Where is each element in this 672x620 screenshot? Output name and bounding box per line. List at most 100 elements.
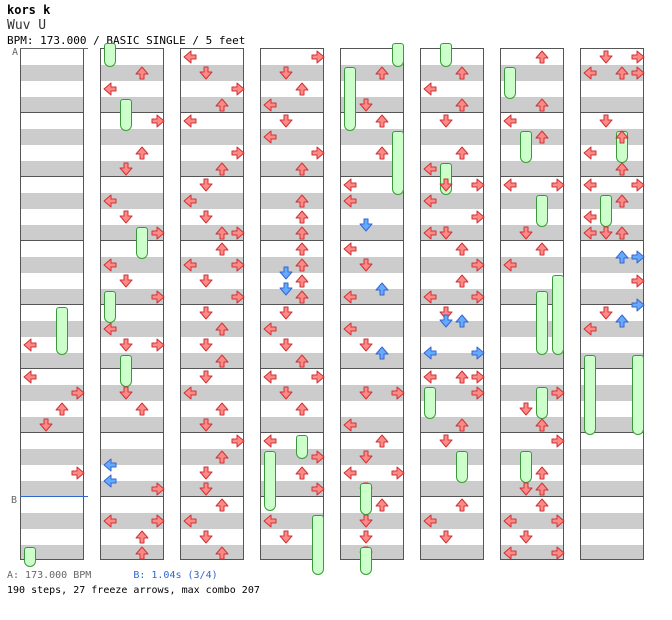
freeze-arrow — [264, 451, 276, 511]
arrow-up-icon — [375, 498, 389, 512]
arrow-down-icon — [439, 306, 453, 320]
arrow-left-icon — [343, 466, 357, 480]
arrow-right-icon — [311, 146, 325, 160]
arrow-left-icon — [503, 114, 517, 128]
measure-line — [101, 112, 163, 113]
arrow-up-icon — [295, 258, 309, 272]
arrow-up-icon — [455, 242, 469, 256]
arrow-left-icon — [263, 130, 277, 144]
arrow-left-icon — [583, 210, 597, 224]
arrow-left-icon — [103, 514, 117, 528]
freeze-arrow — [424, 387, 436, 419]
measure-line — [261, 176, 323, 177]
measure-line — [21, 240, 83, 241]
freeze-arrow — [440, 43, 452, 67]
measure-line — [181, 240, 243, 241]
arrow-up-icon — [55, 402, 69, 416]
arrow-right-icon — [631, 66, 645, 80]
chart-column-8 — [580, 48, 645, 560]
arrow-left-icon — [23, 370, 37, 384]
arrow-right-icon — [551, 546, 565, 560]
arrow-up-icon — [135, 546, 149, 560]
arrow-left-icon — [103, 322, 117, 336]
measure-line — [181, 496, 243, 497]
arrow-up-icon — [535, 98, 549, 112]
freeze-arrow — [392, 43, 404, 67]
arrow-down-icon — [199, 466, 213, 480]
arrow-right-icon — [231, 434, 245, 448]
arrow-up-icon — [295, 290, 309, 304]
arrow-right-icon — [471, 346, 485, 360]
arrow-up-icon — [455, 146, 469, 160]
measure-line — [501, 176, 563, 177]
arrow-left-icon — [263, 98, 277, 112]
measure-line — [261, 496, 323, 497]
arrow-down-icon — [119, 210, 133, 224]
arrow-up-icon — [215, 402, 229, 416]
arrow-up-icon — [535, 418, 549, 432]
measure-line — [101, 432, 163, 433]
arrow-down-icon — [279, 386, 293, 400]
arrow-down-icon — [199, 178, 213, 192]
arrow-down-icon — [199, 370, 213, 384]
arrow-up-icon — [375, 66, 389, 80]
marker-a-label: A — [12, 47, 19, 58]
arrow-left-icon — [263, 514, 277, 528]
measure-line — [581, 496, 643, 497]
arrow-up-icon — [615, 314, 629, 328]
arrow-up-icon — [295, 402, 309, 416]
arrow-left-icon — [503, 514, 517, 528]
arrow-left-icon — [503, 546, 517, 560]
arrow-down-icon — [279, 530, 293, 544]
marker-b-line — [20, 496, 88, 497]
arrow-right-icon — [471, 370, 485, 384]
freeze-arrow — [312, 515, 324, 575]
chart-column-2 — [100, 43, 165, 560]
arrow-down-icon — [439, 114, 453, 128]
arrow-down-icon — [279, 282, 293, 296]
song-artist: Wuv U — [7, 18, 47, 33]
measure-line — [581, 240, 643, 241]
measure-line — [341, 112, 403, 113]
arrow-up-icon — [215, 450, 229, 464]
arrow-left-icon — [423, 162, 437, 176]
arrow-up-icon — [375, 146, 389, 160]
arrow-up-icon — [135, 66, 149, 80]
arrow-right-icon — [151, 338, 165, 352]
arrow-right-icon — [631, 298, 645, 312]
freeze-arrow — [584, 355, 596, 435]
arrow-down-icon — [279, 114, 293, 128]
arrow-left-icon — [423, 370, 437, 384]
arrow-down-icon — [199, 338, 213, 352]
arrow-left-icon — [263, 370, 277, 384]
arrow-left-icon — [343, 418, 357, 432]
arrow-down-icon — [119, 274, 133, 288]
freeze-arrow — [552, 275, 564, 355]
arrow-right-icon — [231, 258, 245, 272]
arrow-right-icon — [631, 274, 645, 288]
arrow-right-icon — [391, 386, 405, 400]
measure-line — [101, 496, 163, 497]
freeze-arrow — [536, 291, 548, 355]
arrow-down-icon — [599, 50, 613, 64]
arrow-up-icon — [455, 66, 469, 80]
arrow-down-icon — [359, 450, 373, 464]
arrow-right-icon — [471, 386, 485, 400]
arrow-up-icon — [455, 98, 469, 112]
arrow-left-icon — [583, 146, 597, 160]
arrow-right-icon — [631, 250, 645, 264]
arrow-up-icon — [615, 226, 629, 240]
freeze-arrow — [520, 131, 532, 163]
arrow-down-icon — [439, 530, 453, 544]
freeze-arrow — [504, 67, 516, 99]
arrow-up-icon — [135, 402, 149, 416]
arrow-down-icon — [39, 418, 53, 432]
arrow-left-icon — [263, 434, 277, 448]
arrow-right-icon — [391, 466, 405, 480]
arrow-down-icon — [199, 530, 213, 544]
arrow-right-icon — [551, 386, 565, 400]
arrow-up-icon — [295, 210, 309, 224]
measure-line — [421, 304, 483, 305]
arrow-down-icon — [199, 274, 213, 288]
arrow-up-icon — [215, 98, 229, 112]
